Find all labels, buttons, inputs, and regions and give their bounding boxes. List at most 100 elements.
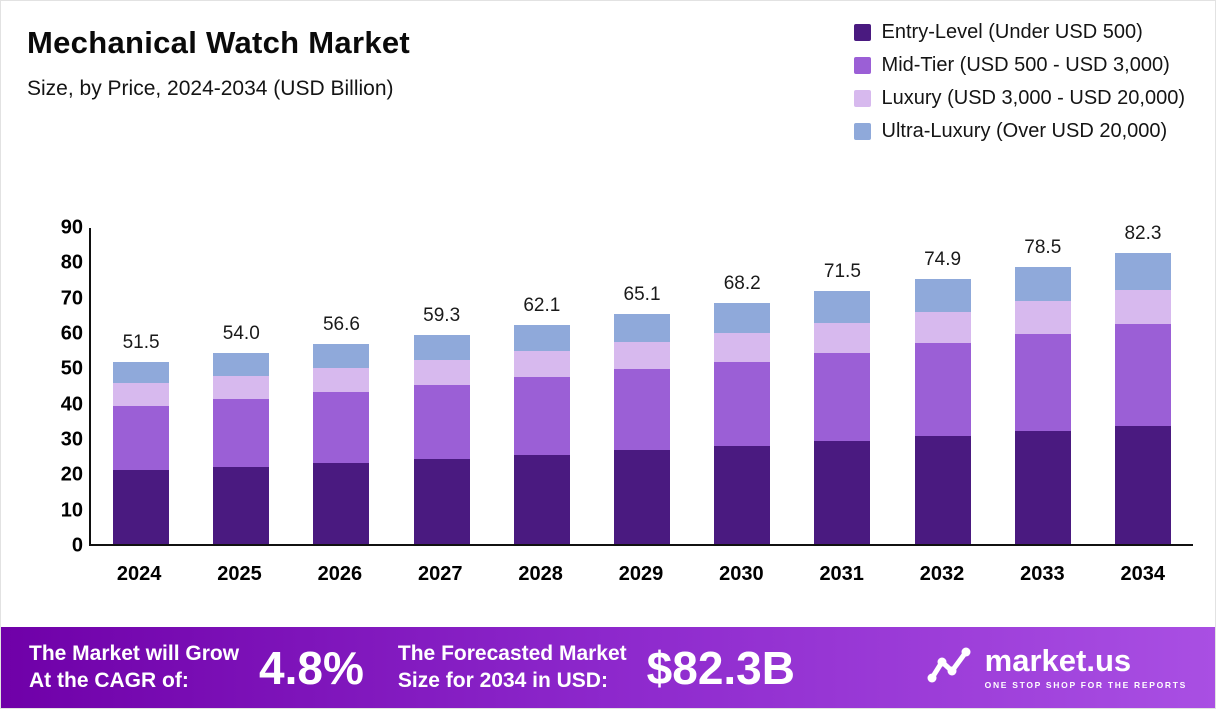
y-tick-label: 20	[60, 463, 83, 486]
y-tick-label: 40	[60, 393, 83, 416]
y-tick-label: 50	[60, 357, 83, 380]
x-tick-label: 2025	[217, 563, 262, 585]
x-tick-label: 2034	[1120, 563, 1166, 585]
legend-item: Mid-Tier (USD 500 - USD 3,000)	[853, 54, 1185, 77]
bar-segment	[213, 399, 270, 467]
plot-area: 51.5 54.0 56.6 59.3 62.1 65.1 68.2 71.5 74.9 78.5…	[89, 223, 1193, 546]
legend-label: Entry-Level (Under USD 500)	[881, 21, 1143, 43]
bar-segment	[213, 375, 270, 400]
cagr-value: 4.8%	[259, 641, 364, 694]
bar-segment	[914, 279, 971, 313]
bar-stack	[914, 279, 971, 544]
bar-total-label: 68.2	[723, 273, 761, 295]
page-title: Mechanical Watch Market	[27, 25, 411, 60]
bar-total-label: 65.1	[623, 284, 661, 305]
y-tick-label: 90	[60, 216, 83, 239]
bar-total-label: 71.5	[823, 261, 861, 283]
bar-group-2033: 78.5	[993, 228, 1093, 544]
cagr-label: The Market will Grow At the CAGR of:	[29, 641, 239, 694]
bar-segment	[513, 324, 570, 352]
cagr-label-line2: At the CAGR of:	[29, 668, 189, 692]
bar-segment	[1014, 333, 1071, 431]
bar-segment	[814, 352, 871, 441]
page-subtitle: Size, by Price, 2024-2034 (USD Billion)	[27, 77, 394, 100]
bar-segment	[914, 343, 971, 437]
brand-logo: market.us ONE STOP SHOP FOR THE REPORTS	[925, 641, 1187, 694]
bar-group-2031: 71.5	[792, 228, 892, 544]
bar-stack	[814, 291, 871, 544]
bar-group-2024: 51.5	[91, 228, 191, 544]
bar-stack	[614, 314, 671, 544]
legend-item: Entry-Level (Under USD 500)	[853, 21, 1185, 44]
bar-segment	[614, 369, 671, 451]
bar-segment	[113, 362, 170, 384]
bar-segment	[213, 466, 270, 544]
bar-segment	[513, 351, 570, 378]
bar-total-label: 78.5	[1024, 236, 1062, 258]
bar-total-label: 82.3	[1124, 223, 1162, 245]
bar-segment	[714, 361, 771, 446]
bar-group-2034: 82.3	[1093, 223, 1193, 544]
brand-name: market.us	[984, 643, 1132, 678]
bar-segment	[1014, 266, 1071, 302]
bar-segment	[1114, 425, 1171, 544]
bar-group-2029: 65.1	[592, 228, 692, 544]
x-tick-label: 2030	[719, 563, 764, 585]
bar-stack	[1014, 266, 1071, 544]
legend-swatch	[853, 123, 871, 140]
bar-segment	[1014, 301, 1071, 334]
legend-swatch	[853, 90, 871, 107]
brand-text: market.us ONE STOP SHOP FOR THE REPORTS	[985, 645, 1187, 690]
x-tick-label: 2027	[418, 563, 463, 585]
x-tick-label: 2024	[116, 563, 162, 585]
bar-segment	[614, 342, 671, 370]
bar-segment	[413, 360, 470, 386]
bar-segment	[413, 385, 470, 460]
bar-stack	[1114, 253, 1171, 544]
bar-group-2025: 54.0	[191, 228, 291, 544]
x-tick-label: 2028	[518, 563, 563, 585]
bar-segment	[714, 303, 771, 334]
bar-segment	[614, 314, 671, 343]
bar-group-2028: 62.1	[492, 228, 592, 544]
legend-label: Mid-Tier (USD 500 - USD 3,000)	[881, 54, 1170, 76]
bar-segment	[313, 463, 370, 544]
bar-segment	[513, 454, 570, 544]
y-tick-label: 60	[60, 322, 83, 345]
forecast-label-line2: Size for 2034 in USD:	[397, 668, 608, 692]
bar-segment	[914, 312, 971, 344]
y-tick-label: 30	[60, 428, 83, 451]
y-tick-label: 80	[60, 251, 83, 274]
bar-segment	[714, 445, 771, 544]
x-tick-label: 2032	[919, 563, 965, 585]
bar-total-label: 56.6	[322, 314, 360, 336]
bar-segment	[1114, 323, 1171, 426]
legend-item: Ultra-Luxury (Over USD 20,000)	[853, 120, 1185, 143]
bar-segment	[113, 406, 170, 470]
bar-segment	[614, 450, 671, 544]
cagr-label-line1: The Market will Grow	[29, 642, 240, 666]
forecast-label: The Forecasted Market Size for 2034 in U…	[398, 641, 627, 694]
y-tick-label: 70	[60, 287, 83, 310]
bar-segment	[313, 392, 370, 464]
bar-total-label: 74.9	[924, 249, 962, 271]
bar-stack	[113, 362, 170, 544]
legend: Entry-Level (Under USD 500) Mid-Tier (USD…	[853, 21, 1185, 143]
forecast-label-line1: The Forecasted Market	[397, 642, 627, 666]
bar-segment	[814, 322, 871, 353]
bar-stack	[413, 334, 470, 544]
bar-segment	[814, 440, 871, 544]
legend-swatch	[853, 57, 871, 74]
bar-segment	[113, 469, 170, 544]
bar-segment	[1014, 430, 1071, 544]
bar-group-2032: 74.9	[893, 228, 993, 544]
y-axis: 0 10 20 30 40 50 60 70 80 90	[31, 217, 83, 557]
legend-label: Ultra-Luxury (Over USD 20,000)	[881, 120, 1168, 142]
brand-tagline: ONE STOP SHOP FOR THE REPORTS	[984, 680, 1187, 690]
bar-segment	[413, 459, 470, 544]
x-tick-label: 2031	[819, 563, 864, 585]
legend-label: Luxury (USD 3,000 - USD 20,000)	[881, 87, 1185, 109]
legend-swatch	[853, 24, 871, 41]
bar-segment	[313, 368, 370, 393]
